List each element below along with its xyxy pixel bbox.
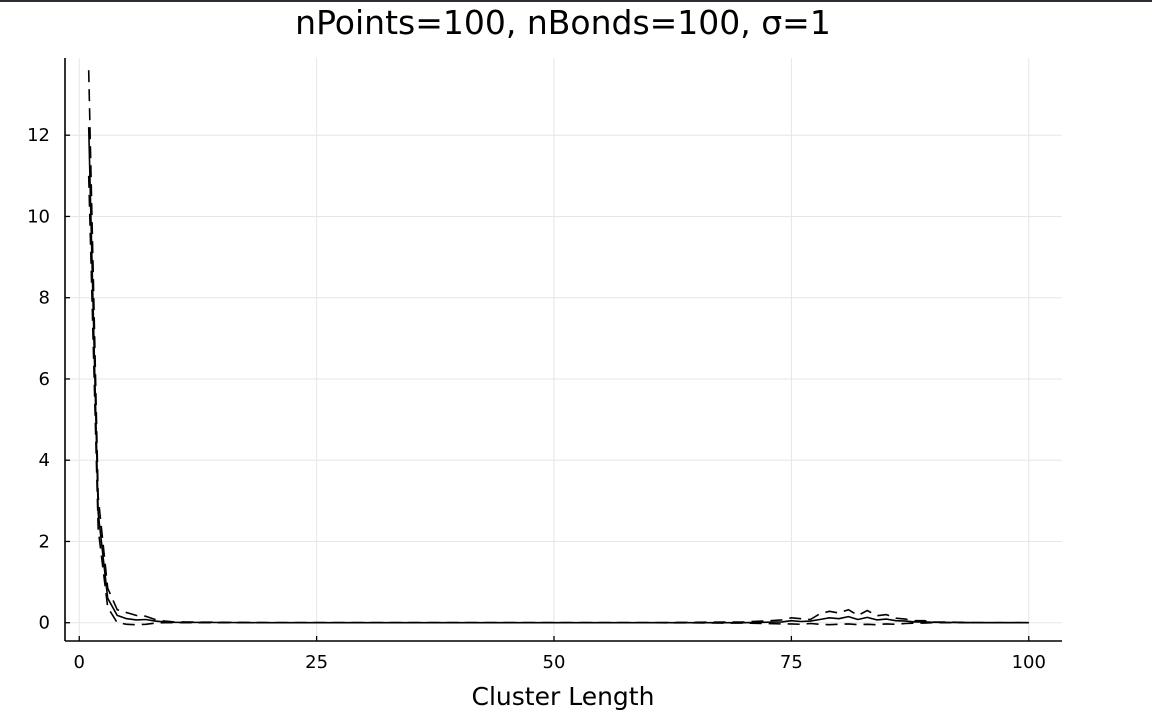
y-tick-label-10: 10 (27, 206, 50, 227)
x-tick-label-0: 0 (74, 652, 85, 673)
tick-labels: 0 25 50 75 100 0 2 4 6 8 10 12 (27, 125, 1046, 673)
x-tick-label-75: 75 (780, 652, 803, 673)
x-tick-label-50: 50 (543, 652, 566, 673)
y-tick-label-6: 6 (39, 369, 50, 390)
y-tick-label-2: 2 (39, 531, 50, 552)
series-line-2-dashed (87, 70, 1029, 624)
y-tick-label-0: 0 (39, 613, 50, 634)
series-line-3-dashed (87, 175, 1029, 626)
series-line-1-solid (87, 127, 1029, 624)
grid (65, 58, 1062, 641)
y-tick-label-4: 4 (39, 450, 50, 471)
x-axis-label: Cluster Length (472, 682, 655, 711)
series-lines (87, 70, 1029, 626)
y-tick-label-8: 8 (39, 288, 50, 309)
chart-title: nPoints=100, nBonds=100, σ=1 (295, 3, 831, 42)
x-tick-label-25: 25 (305, 652, 328, 673)
x-tick-label-100: 100 (1012, 652, 1046, 673)
y-tick-label-12: 12 (27, 125, 50, 146)
window-top-border (0, 0, 1152, 2)
axes (64, 58, 1062, 642)
